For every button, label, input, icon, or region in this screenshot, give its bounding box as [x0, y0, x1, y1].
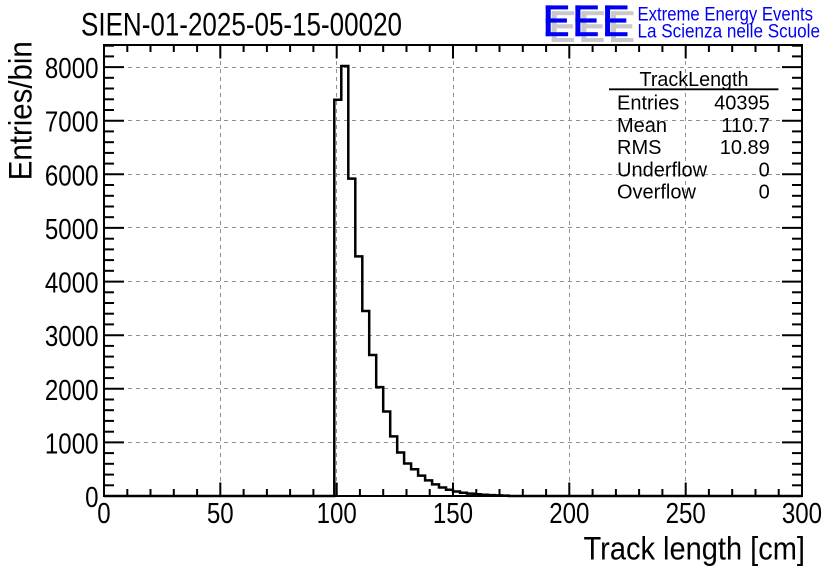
svg-text:Mean: Mean — [617, 115, 667, 137]
svg-text:4000: 4000 — [45, 268, 99, 300]
svg-text:Track length [cm]: Track length [cm] — [584, 531, 806, 567]
svg-text:Extreme Energy Events: Extreme Energy Events — [638, 5, 814, 26]
svg-text:La Scienza nelle Scuole: La Scienza nelle Scuole — [638, 21, 821, 42]
svg-text:Entries: Entries — [617, 93, 679, 115]
svg-text:Underflow: Underflow — [617, 159, 708, 181]
svg-text:10.89: 10.89 — [720, 137, 770, 159]
svg-text:6000: 6000 — [45, 160, 99, 192]
svg-text:150: 150 — [433, 498, 473, 530]
svg-text:1000: 1000 — [45, 428, 99, 460]
svg-text:3000: 3000 — [45, 321, 99, 353]
svg-text:0: 0 — [759, 182, 770, 204]
svg-text:0: 0 — [759, 159, 770, 181]
svg-text:0: 0 — [97, 498, 110, 530]
svg-text:300: 300 — [782, 498, 822, 530]
svg-text:100: 100 — [317, 498, 357, 530]
svg-text:Entries/bin: Entries/bin — [2, 41, 38, 180]
svg-text:5000: 5000 — [45, 214, 99, 246]
svg-text:40395: 40395 — [714, 93, 770, 115]
svg-text:7000: 7000 — [45, 107, 99, 139]
svg-text:RMS: RMS — [617, 137, 661, 159]
svg-text:2000: 2000 — [45, 375, 99, 407]
svg-text:8000: 8000 — [45, 53, 99, 85]
svg-text:50: 50 — [207, 498, 234, 530]
svg-text:110.7: 110.7 — [721, 115, 770, 137]
svg-text:TrackLength: TrackLength — [640, 69, 749, 91]
svg-text:0: 0 — [85, 482, 98, 514]
svg-text:200: 200 — [549, 498, 589, 530]
svg-text:SIEN-01-2025-05-15-00020: SIEN-01-2025-05-15-00020 — [81, 7, 402, 43]
svg-text:Overflow: Overflow — [617, 182, 696, 204]
svg-text:250: 250 — [666, 498, 706, 530]
